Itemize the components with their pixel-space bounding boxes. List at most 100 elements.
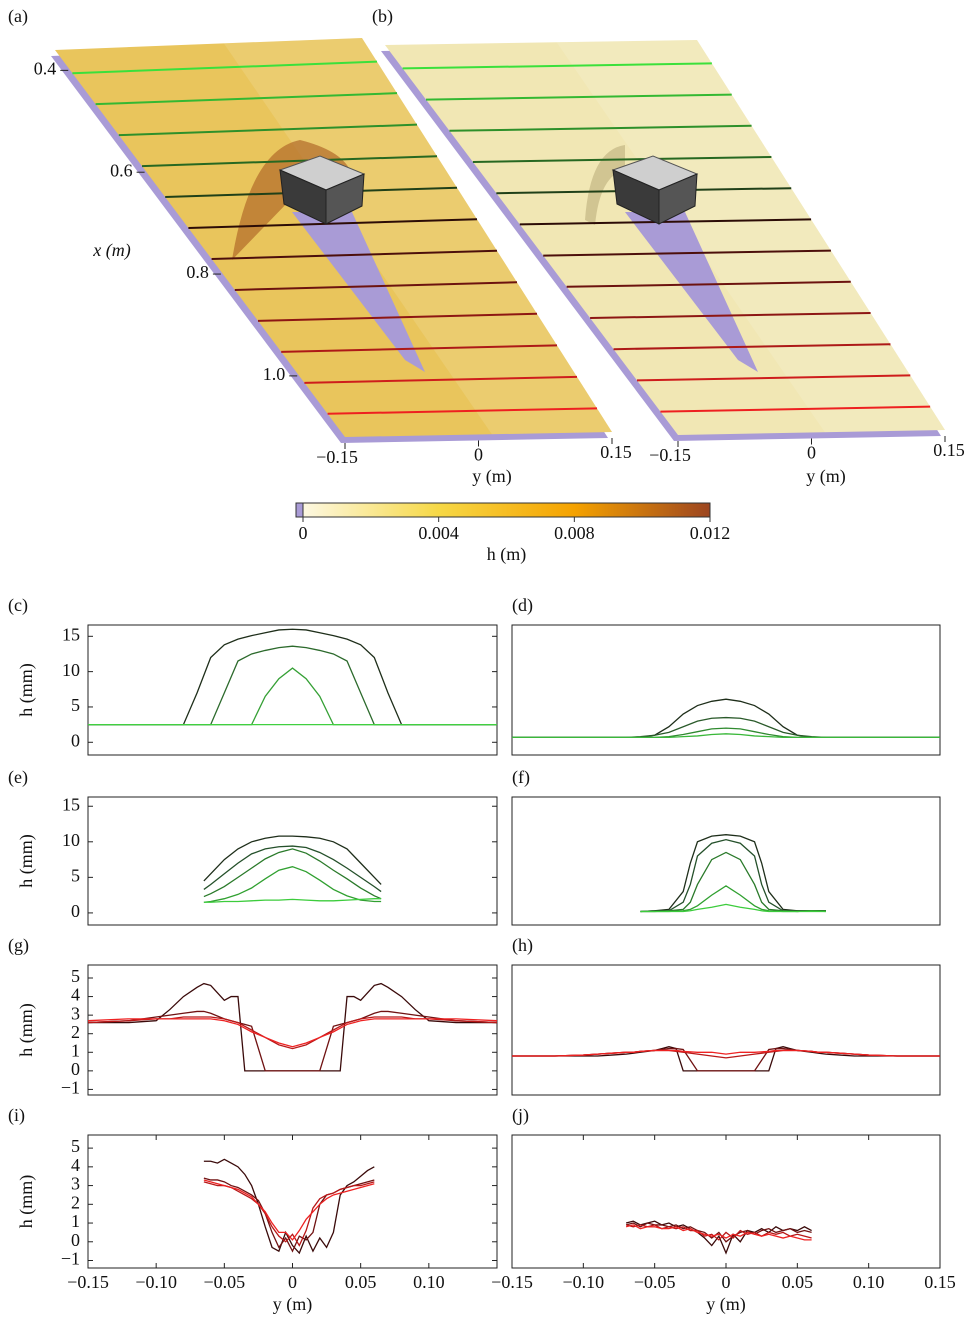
contour-line xyxy=(519,218,812,226)
data-line xyxy=(640,885,826,913)
x-tick-label: 0.05 xyxy=(782,1272,814,1292)
panel-label: (b) xyxy=(372,6,393,27)
contour-line xyxy=(304,375,578,384)
contour-line xyxy=(141,155,438,168)
x-tick-label: 0.05 xyxy=(345,1272,377,1292)
y-tick-label: 15 xyxy=(62,624,80,644)
contour-line xyxy=(590,312,871,319)
y-tick-label: −0.15 xyxy=(649,445,691,465)
x-tick-label: 0.008 xyxy=(554,523,595,543)
contour-line xyxy=(211,249,498,260)
plot-frame xyxy=(511,964,941,1096)
y-tick-label: 2 xyxy=(71,1022,80,1042)
x-tick-label: 0.10 xyxy=(853,1272,885,1292)
y-axis-label: h (mm) xyxy=(16,834,37,888)
x-tick-label: 0 xyxy=(288,1272,297,1292)
plot-frame xyxy=(87,624,498,756)
contour-line xyxy=(636,374,911,382)
y-tick-label: 10 xyxy=(62,660,80,680)
y-tick-label: 1 xyxy=(71,1040,80,1060)
y-tick-label: 0 xyxy=(71,1059,80,1079)
contour-line xyxy=(426,93,732,101)
x-tick-label: 0 xyxy=(299,523,308,543)
contour-line xyxy=(281,344,558,353)
data-line xyxy=(625,1222,812,1243)
y-axis-label: h (mm) xyxy=(16,1175,37,1229)
data-line xyxy=(512,1046,940,1072)
y-tick-label: 0 xyxy=(71,730,80,750)
x-tick-label: 0.4 xyxy=(34,58,57,78)
y-axis-label: h (mm) xyxy=(16,1003,37,1057)
y-tick-label: −1 xyxy=(61,1249,80,1269)
y-tick-label: 5 xyxy=(71,695,80,715)
data-line xyxy=(203,866,382,903)
y-tick-label: 3 xyxy=(71,1003,80,1023)
x-tick-label: 0.15 xyxy=(924,1272,956,1292)
x-tick-label: 0.8 xyxy=(186,262,209,282)
x-tick-label: 0.012 xyxy=(690,523,731,543)
y-tick-label: 5 xyxy=(71,865,80,885)
dry-wake xyxy=(625,212,758,372)
data-line xyxy=(203,898,382,903)
plot-frame xyxy=(87,964,498,1096)
dry-cell xyxy=(295,502,304,518)
plot-frame xyxy=(511,1134,941,1269)
data-line xyxy=(88,645,497,726)
contour-line xyxy=(327,407,598,415)
plot-frame xyxy=(87,1134,498,1269)
surface-shade xyxy=(223,38,612,435)
x-tick-label: 0 xyxy=(722,1272,731,1292)
data-line xyxy=(512,1049,940,1057)
y-tick-label: −1 xyxy=(61,1078,80,1098)
y-tick-label: 0 xyxy=(71,1230,80,1250)
x-tick-label: −0.05 xyxy=(204,1272,246,1292)
y-tick-label: 1 xyxy=(71,1211,80,1231)
contour-line xyxy=(234,281,518,291)
data-line xyxy=(203,848,382,900)
x-tick-label: −0.15 xyxy=(67,1272,109,1292)
contour-line xyxy=(613,343,891,351)
data-line xyxy=(512,727,940,738)
panel-label: (f) xyxy=(512,767,530,788)
data-line xyxy=(88,667,497,726)
contour-line xyxy=(118,123,418,137)
y-tick-label: 0 xyxy=(474,445,483,465)
data-line xyxy=(203,845,382,893)
data-line xyxy=(640,834,826,913)
x-tick-label: 0.10 xyxy=(413,1272,445,1292)
contour-line xyxy=(402,62,712,70)
contour-line xyxy=(257,312,538,322)
contour-line xyxy=(72,60,378,75)
data-line xyxy=(88,982,497,1072)
contour-line xyxy=(472,156,772,163)
contour-line xyxy=(449,124,752,132)
y-tick-label: 5 xyxy=(71,966,80,986)
x-tick-label: −0.15 xyxy=(491,1272,533,1292)
x-axis-label: x (m) xyxy=(92,240,130,261)
y-tick-label: 0 xyxy=(71,901,80,921)
x-axis-label: y (m) xyxy=(706,1294,746,1315)
colorbar xyxy=(302,502,711,518)
x-tick-label: −0.10 xyxy=(135,1272,177,1292)
panel-label: (h) xyxy=(512,935,533,956)
x-tick-label: 1.0 xyxy=(263,364,286,384)
panel-label: (a) xyxy=(8,6,28,27)
data-line xyxy=(88,628,497,726)
data-line xyxy=(87,1016,498,1050)
panel-label: (g) xyxy=(8,935,29,956)
x-tick-label: −0.05 xyxy=(634,1272,676,1292)
y-tick-label: 4 xyxy=(71,1155,80,1175)
bow-wave xyxy=(585,145,625,225)
x-tick-label: 0.004 xyxy=(418,523,459,543)
data-line xyxy=(87,1018,498,1048)
y-tick-label: 10 xyxy=(62,830,80,850)
x-tick-label: 0.6 xyxy=(110,160,133,180)
x-tick-label: −0.10 xyxy=(563,1272,605,1292)
y-tick-label: −0.15 xyxy=(316,447,358,467)
data-line xyxy=(625,1224,812,1241)
block-side xyxy=(658,173,698,225)
y-tick-label: 0.15 xyxy=(933,440,965,460)
x-axis-label: h (m) xyxy=(487,544,527,565)
contour-line xyxy=(566,280,851,288)
